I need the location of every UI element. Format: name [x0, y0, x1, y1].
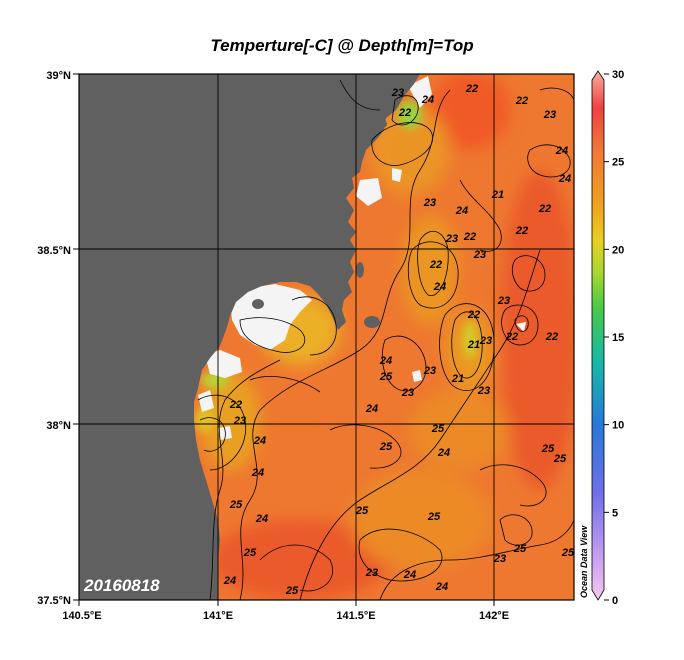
contour-label: 25	[541, 443, 555, 455]
contour-label: 24	[455, 205, 468, 217]
lat-tick-label: 38.5°N	[37, 245, 71, 257]
colorbar-tick-label: 30	[612, 69, 624, 81]
colorbar-ticks: 30 25 20 15 10 5 0	[604, 69, 624, 607]
colorbar-scale	[591, 70, 605, 601]
contour-label: 21	[451, 373, 464, 385]
contour-label: 23	[493, 553, 506, 565]
contour-label: 25	[431, 423, 445, 435]
contour-label: 22	[545, 331, 558, 343]
contour-label: 24	[558, 173, 571, 185]
contour-label: 24	[255, 513, 268, 525]
lon-tick-label: 140.5°E	[62, 610, 101, 622]
plot-frame	[78, 73, 575, 601]
contour-label: 25	[553, 453, 567, 465]
contour-labels: 23 22 22 24 22 23 24 24 22 23 24 21 22 22 23 23 22 24 23 22…	[223, 83, 575, 597]
contour-label: 21	[467, 339, 480, 351]
contour-label: 25	[243, 547, 257, 559]
contour-label: 24	[433, 281, 446, 293]
lon-tick-label: 141°E	[203, 610, 233, 622]
contour-label: 25	[427, 511, 441, 523]
date-stamp: 20160818	[83, 576, 160, 595]
lat-tick-label: 39°N	[46, 70, 71, 82]
contour-lines	[197, 79, 574, 600]
colorbar-tick-label: 25	[612, 157, 624, 169]
lon-tick-label: 141.5°E	[336, 610, 375, 622]
contour-label: 24	[223, 575, 236, 587]
contour-label: 22	[538, 203, 551, 215]
lat-tick-label: 38°N	[46, 420, 71, 432]
contour-label: 23	[401, 387, 414, 399]
contour-label: 24	[365, 403, 378, 415]
contour-label: 22	[398, 107, 411, 119]
contour-label: 25	[379, 441, 393, 453]
contour-label: 22	[505, 331, 518, 343]
contour-label: 22	[515, 95, 528, 107]
missing-data	[198, 76, 526, 440]
map-title: Temperture[-C] @ Depth[m]=Top	[210, 36, 474, 55]
contour-label: 25	[561, 547, 575, 559]
odv-watermark: Ocean Data View	[579, 525, 589, 598]
contour-label: 24	[379, 355, 392, 367]
land	[79, 74, 420, 600]
contour-label: 25	[355, 505, 369, 517]
contour-label: 22	[465, 83, 478, 95]
colorbar	[591, 70, 605, 601]
contour-label: 22	[515, 225, 528, 237]
contour-label: 24	[403, 569, 416, 581]
islands	[252, 120, 387, 328]
contour-label: 23	[479, 335, 492, 347]
contour-label: 23	[423, 365, 436, 377]
contour-label: 24	[555, 145, 568, 157]
lat-tick-labels: 39°N 38.5°N 38°N 37.5°N	[37, 70, 71, 607]
contour-label: 25	[229, 499, 243, 511]
contour-label: 24	[437, 447, 450, 459]
graticule	[79, 74, 574, 600]
warm-patches	[200, 74, 574, 600]
contour-label: 23	[423, 197, 436, 209]
contour-label: 23	[477, 385, 490, 397]
contour-label: 21	[491, 189, 504, 201]
contour-label: 23	[233, 415, 246, 427]
contour-label: 25	[513, 543, 527, 555]
contour-label: 23	[391, 87, 404, 99]
contour-label: 24	[253, 435, 266, 447]
contour-label: 22	[229, 399, 242, 411]
lat-tick-label: 37.5°N	[37, 595, 71, 607]
colorbar-tick-label: 5	[612, 507, 618, 519]
lon-tick-label: 142°E	[479, 610, 509, 622]
contour-label: 24	[251, 467, 264, 479]
contour-label: 23	[473, 249, 486, 261]
tick-marks	[73, 73, 495, 606]
colorbar-tick-label: 0	[612, 595, 618, 607]
colorbar-tick-label: 20	[612, 244, 624, 256]
colorbar-tick-label: 10	[612, 420, 624, 432]
contour-label: 22	[463, 231, 476, 243]
contour-label: 22	[429, 259, 442, 271]
contour-label: 23	[497, 295, 510, 307]
contour-label: 23	[445, 233, 458, 245]
contour-label: 25	[379, 371, 393, 383]
contour-label: 22	[467, 309, 480, 321]
lon-tick-labels: 140.5°E 141°E 141.5°E 142°E	[62, 610, 509, 622]
colorbar-tick-label: 15	[612, 332, 624, 344]
contour-label: 23	[543, 109, 556, 121]
contour-label: 24	[435, 581, 448, 593]
contour-label: 23	[365, 567, 378, 579]
contour-label: 25	[285, 585, 299, 597]
contour-label: 24	[421, 94, 434, 106]
